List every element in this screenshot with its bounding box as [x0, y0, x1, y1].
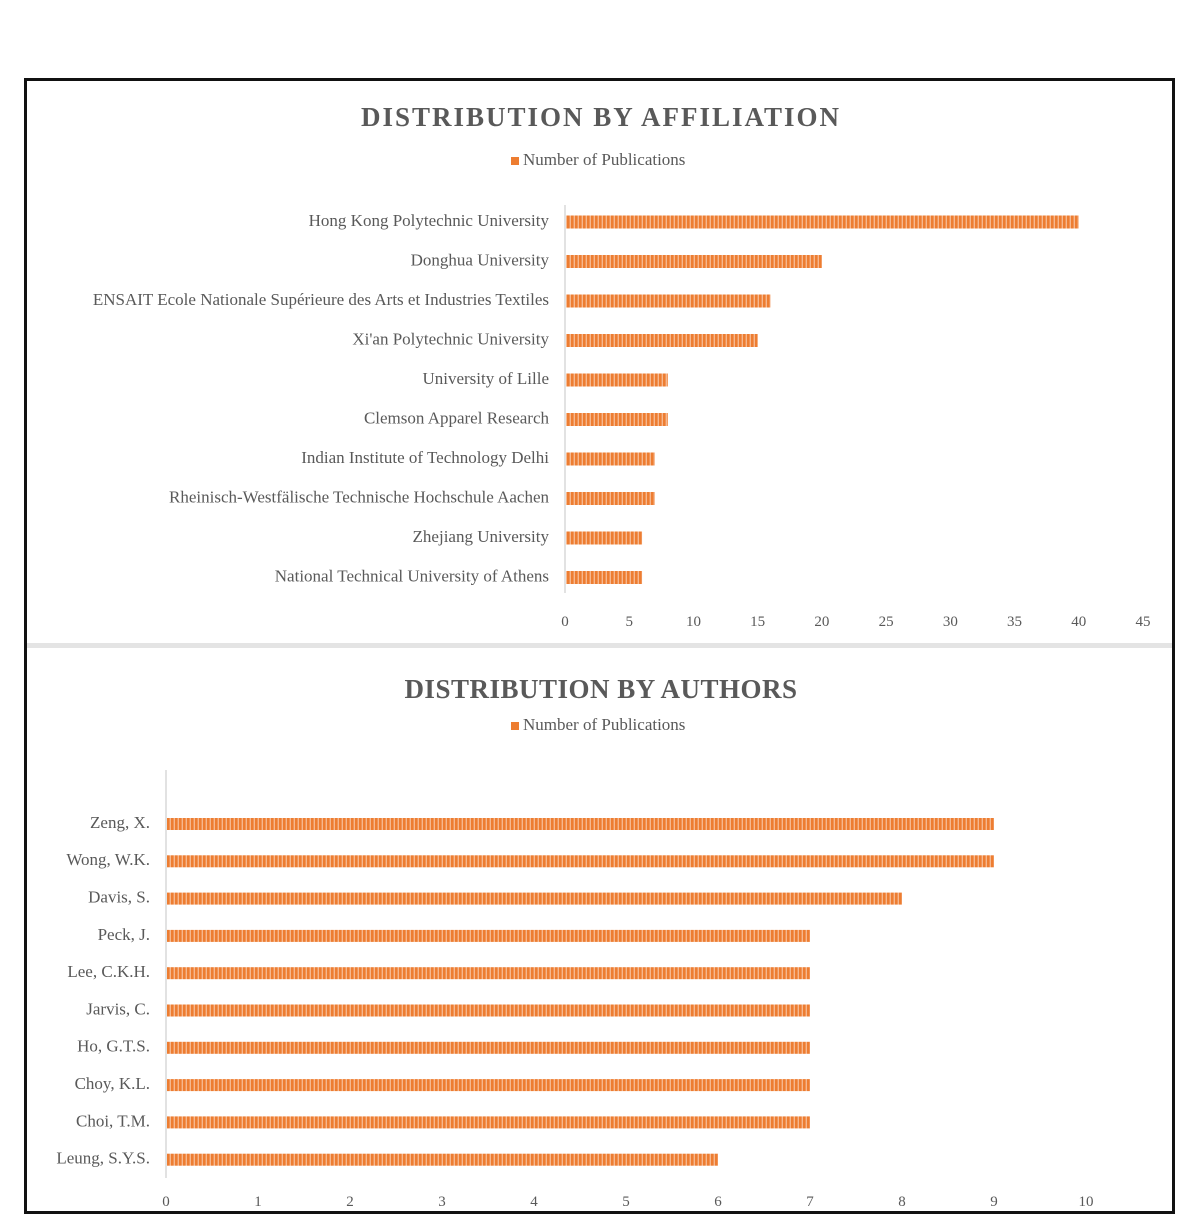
category-label: Choy, K.L. [75, 1074, 150, 1093]
category-label: Clemson Apparel Research [364, 408, 550, 427]
x-tick-label: 30 [943, 614, 958, 630]
bar [167, 1041, 810, 1054]
legend-swatch [511, 157, 519, 165]
category-label: National Technical University of Athens [275, 566, 549, 585]
bar [167, 967, 810, 980]
x-tick-label: 7 [806, 1194, 814, 1210]
category-label: Indian Institute of Technology Delhi [301, 448, 549, 467]
chart-title: DISTRIBUTION BY AFFILIATION [361, 102, 841, 132]
chart-title: DISTRIBUTION BY AUTHORS [404, 674, 797, 704]
chart-authors: DISTRIBUTION BY AUTHORS Number of Publica… [56, 674, 1094, 1210]
bar [566, 531, 643, 545]
bar [167, 855, 994, 868]
figure-frame: DISTRIBUTION BY AFFILIATION Number of Pub… [24, 78, 1175, 1214]
category-label: Davis, S. [88, 888, 150, 907]
x-tick-label: 1 [254, 1194, 262, 1210]
x-tick-label: 3 [438, 1194, 446, 1210]
x-tick-label: 20 [814, 614, 829, 630]
x-tick-label: 4 [530, 1194, 538, 1210]
x-tick-label: 40 [1071, 614, 1086, 630]
bar [566, 334, 758, 347]
x-tick-label: 5 [622, 1194, 630, 1210]
bar [566, 492, 655, 505]
x-tick-label: 9 [990, 1194, 998, 1210]
legend: Number of Publications [511, 715, 685, 734]
x-tick-label: 8 [898, 1194, 906, 1210]
category-label: Xi'an Polytechnic University [352, 329, 549, 348]
x-tick-label: 35 [1007, 614, 1022, 630]
x-tick-label: 0 [561, 614, 569, 630]
bar [566, 255, 822, 268]
chart-divider [27, 643, 1172, 648]
chart-affiliation: DISTRIBUTION BY AFFILIATION Number of Pub… [93, 102, 1151, 630]
bar [167, 818, 994, 830]
bar [566, 452, 655, 466]
legend-label: Number of Publications [523, 150, 685, 169]
bar [566, 294, 771, 308]
category-label: Zeng, X. [90, 813, 150, 832]
category-label: Wong, W.K. [66, 850, 150, 869]
category-label: Leung, S.Y.S. [56, 1149, 150, 1168]
bar [566, 373, 668, 387]
x-tick-label: 45 [1136, 614, 1151, 630]
x-tick-label: 5 [625, 614, 633, 630]
category-label: University of Lille [422, 369, 549, 388]
bar [566, 571, 643, 584]
x-tick-label: 10 [1079, 1194, 1094, 1210]
x-tick-label: 0 [162, 1194, 170, 1210]
bar [167, 929, 810, 942]
x-tick-label: 10 [686, 614, 701, 630]
bar [167, 1153, 718, 1166]
bar [167, 892, 902, 905]
category-label: Jarvis, C. [86, 999, 150, 1018]
category-label: Hong Kong Polytechnic University [309, 211, 550, 230]
bar [566, 215, 1079, 229]
bar [167, 1079, 810, 1092]
x-tick-label: 2 [346, 1194, 354, 1210]
category-label: Lee, C.K.H. [67, 962, 150, 981]
category-label: Zhejiang University [413, 527, 550, 546]
x-tick-label: 25 [879, 614, 894, 630]
category-label: Donghua University [411, 250, 550, 269]
bar [566, 413, 668, 426]
category-label: Choi, T.M. [76, 1111, 150, 1130]
x-tick-label: 15 [750, 614, 765, 630]
category-label: Peck, J. [98, 925, 150, 944]
category-label: Rheinisch-Westfälische Technische Hochsc… [169, 487, 549, 506]
category-label: ENSAIT Ecole Nationale Supérieure des Ar… [93, 290, 549, 309]
x-tick-label: 6 [714, 1194, 722, 1210]
category-label: Ho, G.T.S. [77, 1037, 150, 1056]
bar [167, 1004, 810, 1017]
legend: Number of Publications [511, 150, 685, 169]
legend-label: Number of Publications [523, 715, 685, 734]
bar [167, 1116, 810, 1129]
legend-swatch [511, 722, 519, 730]
